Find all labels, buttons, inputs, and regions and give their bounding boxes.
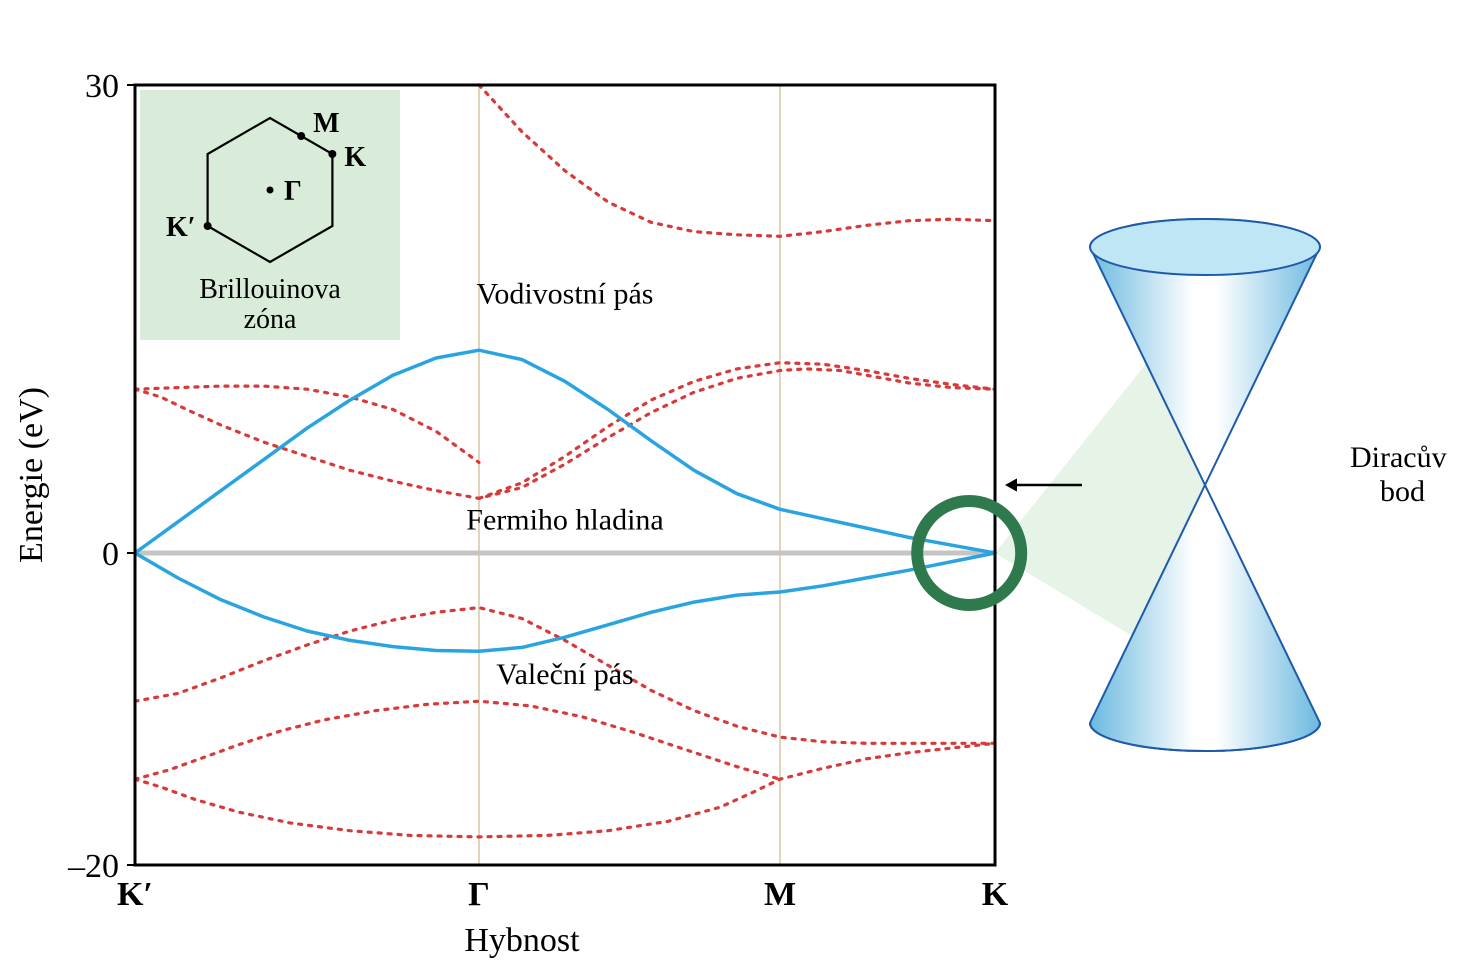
sigma-band-2 <box>135 369 995 499</box>
dirac-label-1: Diracův <box>1350 441 1447 474</box>
sigma-band-1 <box>135 386 479 462</box>
sigma-band-0 <box>479 85 995 236</box>
m-point <box>297 132 305 140</box>
figure-root: { "canvas": { "w": 1462, "h": 972, "bg":… <box>0 0 1462 972</box>
ytick-label: 30 <box>85 68 119 105</box>
xtick-label: K <box>982 876 1009 913</box>
dirac-label-2: bod <box>1380 475 1425 508</box>
xtick-label: K′ <box>117 876 153 913</box>
sigma-band-6 <box>135 701 780 779</box>
y-axis-label: Energie (eV) <box>13 387 50 563</box>
pi-band-1 <box>135 553 995 651</box>
brillouin-label-2: zóna <box>244 304 297 335</box>
brillouin-inset: Γ K′ KM Brillouinovazóna <box>140 90 400 340</box>
m-label: M <box>313 108 339 139</box>
cone-top-rim <box>1090 219 1320 275</box>
brillouin-label-1: Brillouinova <box>199 274 341 305</box>
kprime-label: K′ <box>166 212 196 243</box>
gamma-label: Γ <box>284 176 302 207</box>
xtick-label: M <box>764 876 796 913</box>
xtick-label: Γ <box>468 876 490 913</box>
k-label: K <box>344 142 366 173</box>
gamma-point <box>267 187 274 194</box>
fermi-level-label: Fermiho hladina <box>466 504 663 537</box>
k-point <box>328 150 336 158</box>
dirac-arrow-head <box>1005 478 1017 491</box>
conduction-band-label: Vodivostní pás <box>477 277 654 310</box>
kprime-point <box>204 222 212 230</box>
band-structure-figure: –20030Energie (eV)K′ΓMKHybnostΓK′KMBrill… <box>0 0 1462 972</box>
sigma-band-5 <box>135 743 995 837</box>
valence-band-label: Valeční pás <box>496 658 633 691</box>
ytick-label: –20 <box>67 848 119 885</box>
x-axis-label: Hybnost <box>464 922 580 959</box>
ytick-label: 0 <box>102 536 119 573</box>
